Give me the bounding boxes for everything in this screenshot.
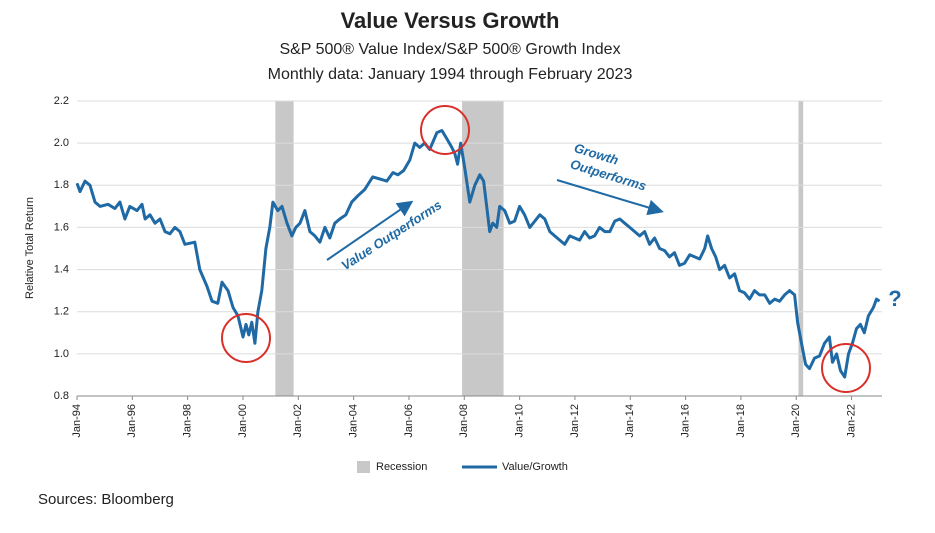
recession-bands bbox=[275, 101, 804, 396]
x-tick-label: Jan-22 bbox=[845, 404, 857, 438]
x-tick-label: Jan-98 bbox=[182, 404, 194, 438]
grid: 0.8 1.0 1.2 1.4 1.6 1.8 2.0 2.2 Jan-94 Jan-96 Jan-… bbox=[54, 95, 882, 438]
highlight-circle bbox=[221, 313, 271, 363]
legend-swatch bbox=[357, 461, 370, 473]
y-tick-label: 2.0 bbox=[54, 137, 69, 149]
x-tick-label: Jan-00 bbox=[237, 404, 249, 438]
chart-title: Value Versus Growth bbox=[341, 8, 560, 33]
x-tick-label: Jan-06 bbox=[403, 404, 415, 438]
recession-band bbox=[275, 101, 294, 396]
series bbox=[75, 129, 881, 379]
source: Sources: Bloomberg bbox=[38, 491, 174, 508]
legend-label: Recession bbox=[376, 461, 427, 473]
arrow bbox=[556, 179, 664, 216]
x-tick-label: Jan-10 bbox=[514, 404, 526, 438]
recession-band bbox=[798, 101, 804, 396]
highlight-circle bbox=[420, 105, 470, 155]
x-tick-label: Jan-04 bbox=[348, 404, 360, 438]
x-tick-label: Jan-12 bbox=[569, 404, 581, 438]
y-tick-label: 1.4 bbox=[54, 263, 69, 275]
annotation: ? bbox=[888, 286, 901, 311]
highlight-circle bbox=[821, 343, 871, 393]
y-tick-label: 1.8 bbox=[54, 179, 69, 191]
x-tick-label: Jan-20 bbox=[790, 404, 802, 438]
chart-subtitle: S&P 500® Value Index/S&P 500® Growth Ind… bbox=[279, 41, 620, 58]
x-tick-label: Jan-18 bbox=[735, 404, 747, 438]
y-axis-label: Relative Total Return bbox=[24, 197, 36, 299]
x-tick-label: Jan-16 bbox=[679, 404, 691, 438]
x-tick-label: Jan-08 bbox=[458, 404, 470, 438]
x-tick-label: Jan-02 bbox=[292, 404, 304, 438]
x-tick-label: Jan-94 bbox=[71, 404, 83, 438]
decorations bbox=[221, 105, 871, 393]
y-tick-label: 2.2 bbox=[54, 95, 69, 107]
x-tick-label: Jan-14 bbox=[624, 404, 636, 438]
y-tick-label: 0.8 bbox=[54, 390, 69, 402]
arrow bbox=[326, 200, 414, 261]
recession-band bbox=[462, 101, 504, 396]
legend-label: Value/Growth bbox=[502, 461, 568, 473]
annotation: Value Outperforms bbox=[338, 197, 444, 273]
chart-subtitle: Monthly data: January 1994 through Febru… bbox=[268, 66, 633, 83]
y-tick-label: 1.0 bbox=[54, 348, 69, 360]
data-line bbox=[75, 129, 881, 379]
x-tick-label: Jan-96 bbox=[126, 404, 138, 438]
y-tick-label: 1.6 bbox=[54, 221, 69, 233]
y-tick-label: 1.2 bbox=[54, 306, 69, 318]
